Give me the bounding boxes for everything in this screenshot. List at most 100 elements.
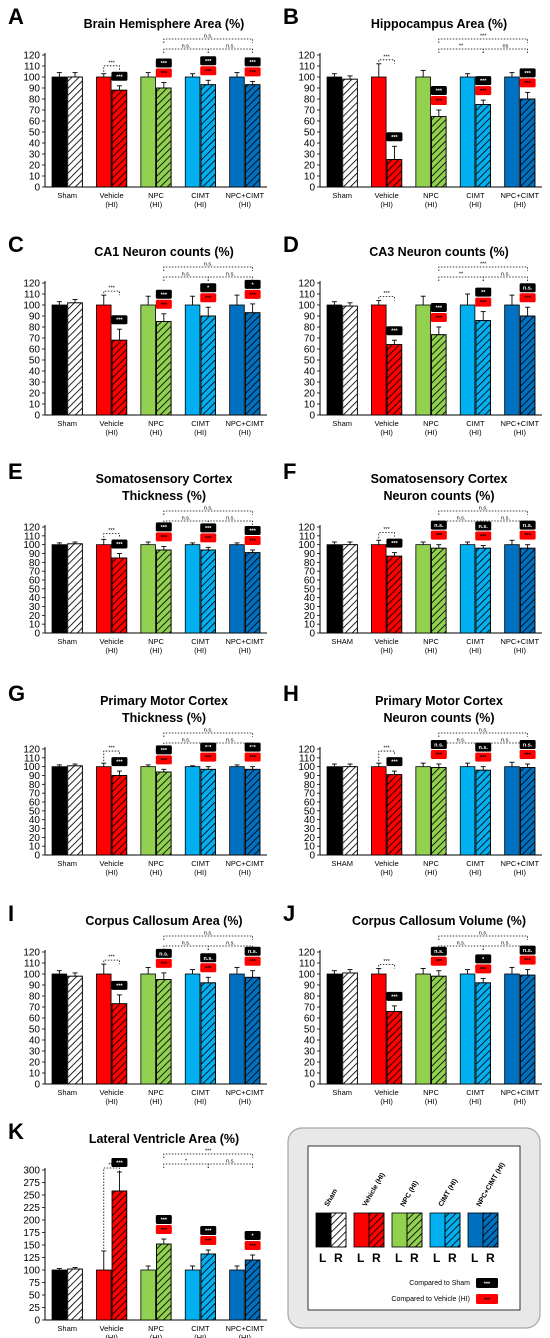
bar-right-hatch — [475, 547, 491, 634]
y-tick-label: 20 — [29, 389, 41, 400]
sig-badge-vehicle — [475, 86, 492, 96]
y-tick-label: 50 — [29, 584, 41, 595]
bar-left — [184, 76, 201, 188]
x-tick-label: NPC — [423, 859, 439, 868]
vehicle-lr-bracket-label: *** — [108, 286, 115, 292]
bar-left — [326, 544, 343, 634]
sig-badge-sham — [430, 303, 447, 312]
bar-right-hatch — [111, 339, 128, 416]
y-tick-label: 20 — [304, 833, 316, 844]
y-tick-label: 0 — [309, 411, 315, 422]
bar-left — [140, 76, 156, 188]
y-tick-label: 70 — [304, 106, 316, 117]
sig-badge-vehicle-label: *** — [249, 959, 256, 965]
sig-badge-sham-label: *** — [391, 760, 398, 766]
y-tick-label: 50 — [29, 1291, 41, 1302]
sig-badge-sham — [155, 522, 172, 532]
x-tick-label: Vehicle — [100, 1324, 124, 1333]
x-tick-label: (HI) — [105, 1333, 118, 1338]
bar-right-hatch — [342, 544, 358, 634]
x-tick-label: Sham — [332, 1088, 352, 1097]
sig-badge-vehicle — [244, 535, 261, 545]
y-tick-label: 80 — [304, 95, 316, 106]
comparison-label: n.s. — [457, 516, 466, 522]
sig-badge-vehicle-label: *** — [161, 302, 168, 308]
bar-right-hatch — [200, 1253, 216, 1321]
sig-badge-sham — [244, 525, 261, 535]
sig-badge-sham-label: *** — [436, 89, 443, 95]
sig-badge-sham-label: *** — [161, 748, 168, 754]
x-tick-label: (HI) — [239, 1097, 252, 1106]
x-tick-label: NPC — [148, 419, 164, 428]
bar-left — [140, 1269, 156, 1321]
comparison-bracket — [163, 266, 254, 271]
y-tick-label: 90 — [304, 84, 316, 95]
sig-badge-sham-label: * — [207, 286, 210, 292]
bar-left — [184, 304, 201, 416]
bar-left — [229, 304, 245, 416]
bar-left — [504, 973, 520, 1085]
sig-badge-vehicle — [430, 956, 447, 966]
sig-badge-sham-label: *** — [391, 329, 398, 335]
bar-left — [415, 766, 431, 856]
y-tick-label: 10 — [304, 400, 316, 411]
sig-badge-sham — [244, 57, 261, 67]
sig-badge-vehicle-label: *** — [480, 755, 487, 761]
sig-badge-sham-label: *** — [116, 542, 123, 548]
y-tick-label: 10 — [29, 172, 41, 183]
y-tick-label: 20 — [304, 611, 316, 622]
bar-left — [459, 76, 476, 188]
sig-badge-sham — [475, 521, 492, 531]
bar-right-hatch — [386, 555, 403, 634]
chart-panel-g: G Primary Motor Cortex Thickness (%) 010203… — [8, 681, 267, 877]
bar-left — [326, 766, 343, 856]
comparison-label: ** — [459, 44, 464, 50]
bar-right-hatch — [156, 979, 172, 1085]
bar-left — [51, 544, 68, 634]
y-tick-label: 80 — [304, 780, 316, 791]
x-tick-label: (HI) — [469, 200, 482, 209]
vehicle-lr-bracket — [103, 290, 120, 296]
y-tick-label: 110 — [299, 62, 315, 73]
sig-badge-vehicle-label: *** — [205, 755, 212, 761]
sig-badge-sham-label: *** — [205, 59, 212, 65]
sig-badge-sham — [430, 520, 447, 530]
x-tick-label: (HI) — [425, 200, 438, 209]
sig-badge-sham-label: *** — [161, 61, 168, 67]
sig-badge-vehicle-label: *** — [205, 966, 212, 972]
sig-badge-vehicle — [430, 530, 447, 540]
y-tick-label: 90 — [29, 771, 41, 782]
y-tick-label: 10 — [29, 400, 41, 411]
x-tick-label: NPC — [423, 191, 439, 200]
comparison-label: n.s. — [226, 1159, 235, 1165]
y-tick-label: 80 — [29, 558, 41, 569]
sig-badge-sham — [111, 757, 128, 767]
y-tick-label: 110 — [24, 531, 40, 542]
bar-right-hatch — [156, 771, 172, 856]
comparison-label: n.s. — [479, 931, 488, 937]
sig-badge-sham-label: *** — [161, 1218, 168, 1224]
sig-badge-sham-label: n.s. — [203, 956, 213, 962]
x-tick-label: (HI) — [469, 428, 482, 437]
panel-letter-b: B — [283, 4, 299, 29]
bar-right-hatch — [67, 302, 83, 416]
x-tick-label: NPC+CIMT — [501, 191, 540, 200]
bar-right-hatch — [431, 116, 447, 188]
x-tick-label: CIMT — [466, 859, 485, 868]
sig-badge-vehicle — [430, 96, 447, 105]
bar-left — [415, 304, 431, 416]
x-tick-label: Vehicle — [375, 637, 399, 646]
y-tick-label: 10 — [29, 842, 41, 853]
legend-swatch-left — [353, 1212, 370, 1248]
sig-badge-sham — [386, 538, 403, 548]
bar-right-hatch — [111, 1003, 128, 1085]
y-tick-label: 20 — [304, 161, 316, 172]
legend-swatch-right-hatch — [330, 1212, 347, 1248]
y-tick-label: 10 — [29, 1069, 41, 1080]
vehicle-lr-bracket-label: *** — [383, 54, 390, 60]
comparison-bracket — [163, 1153, 254, 1158]
y-tick-label: 50 — [29, 128, 41, 139]
bar-right-hatch — [342, 78, 358, 188]
x-tick-label: CIMT — [191, 1324, 210, 1333]
bar-left — [184, 1269, 201, 1321]
